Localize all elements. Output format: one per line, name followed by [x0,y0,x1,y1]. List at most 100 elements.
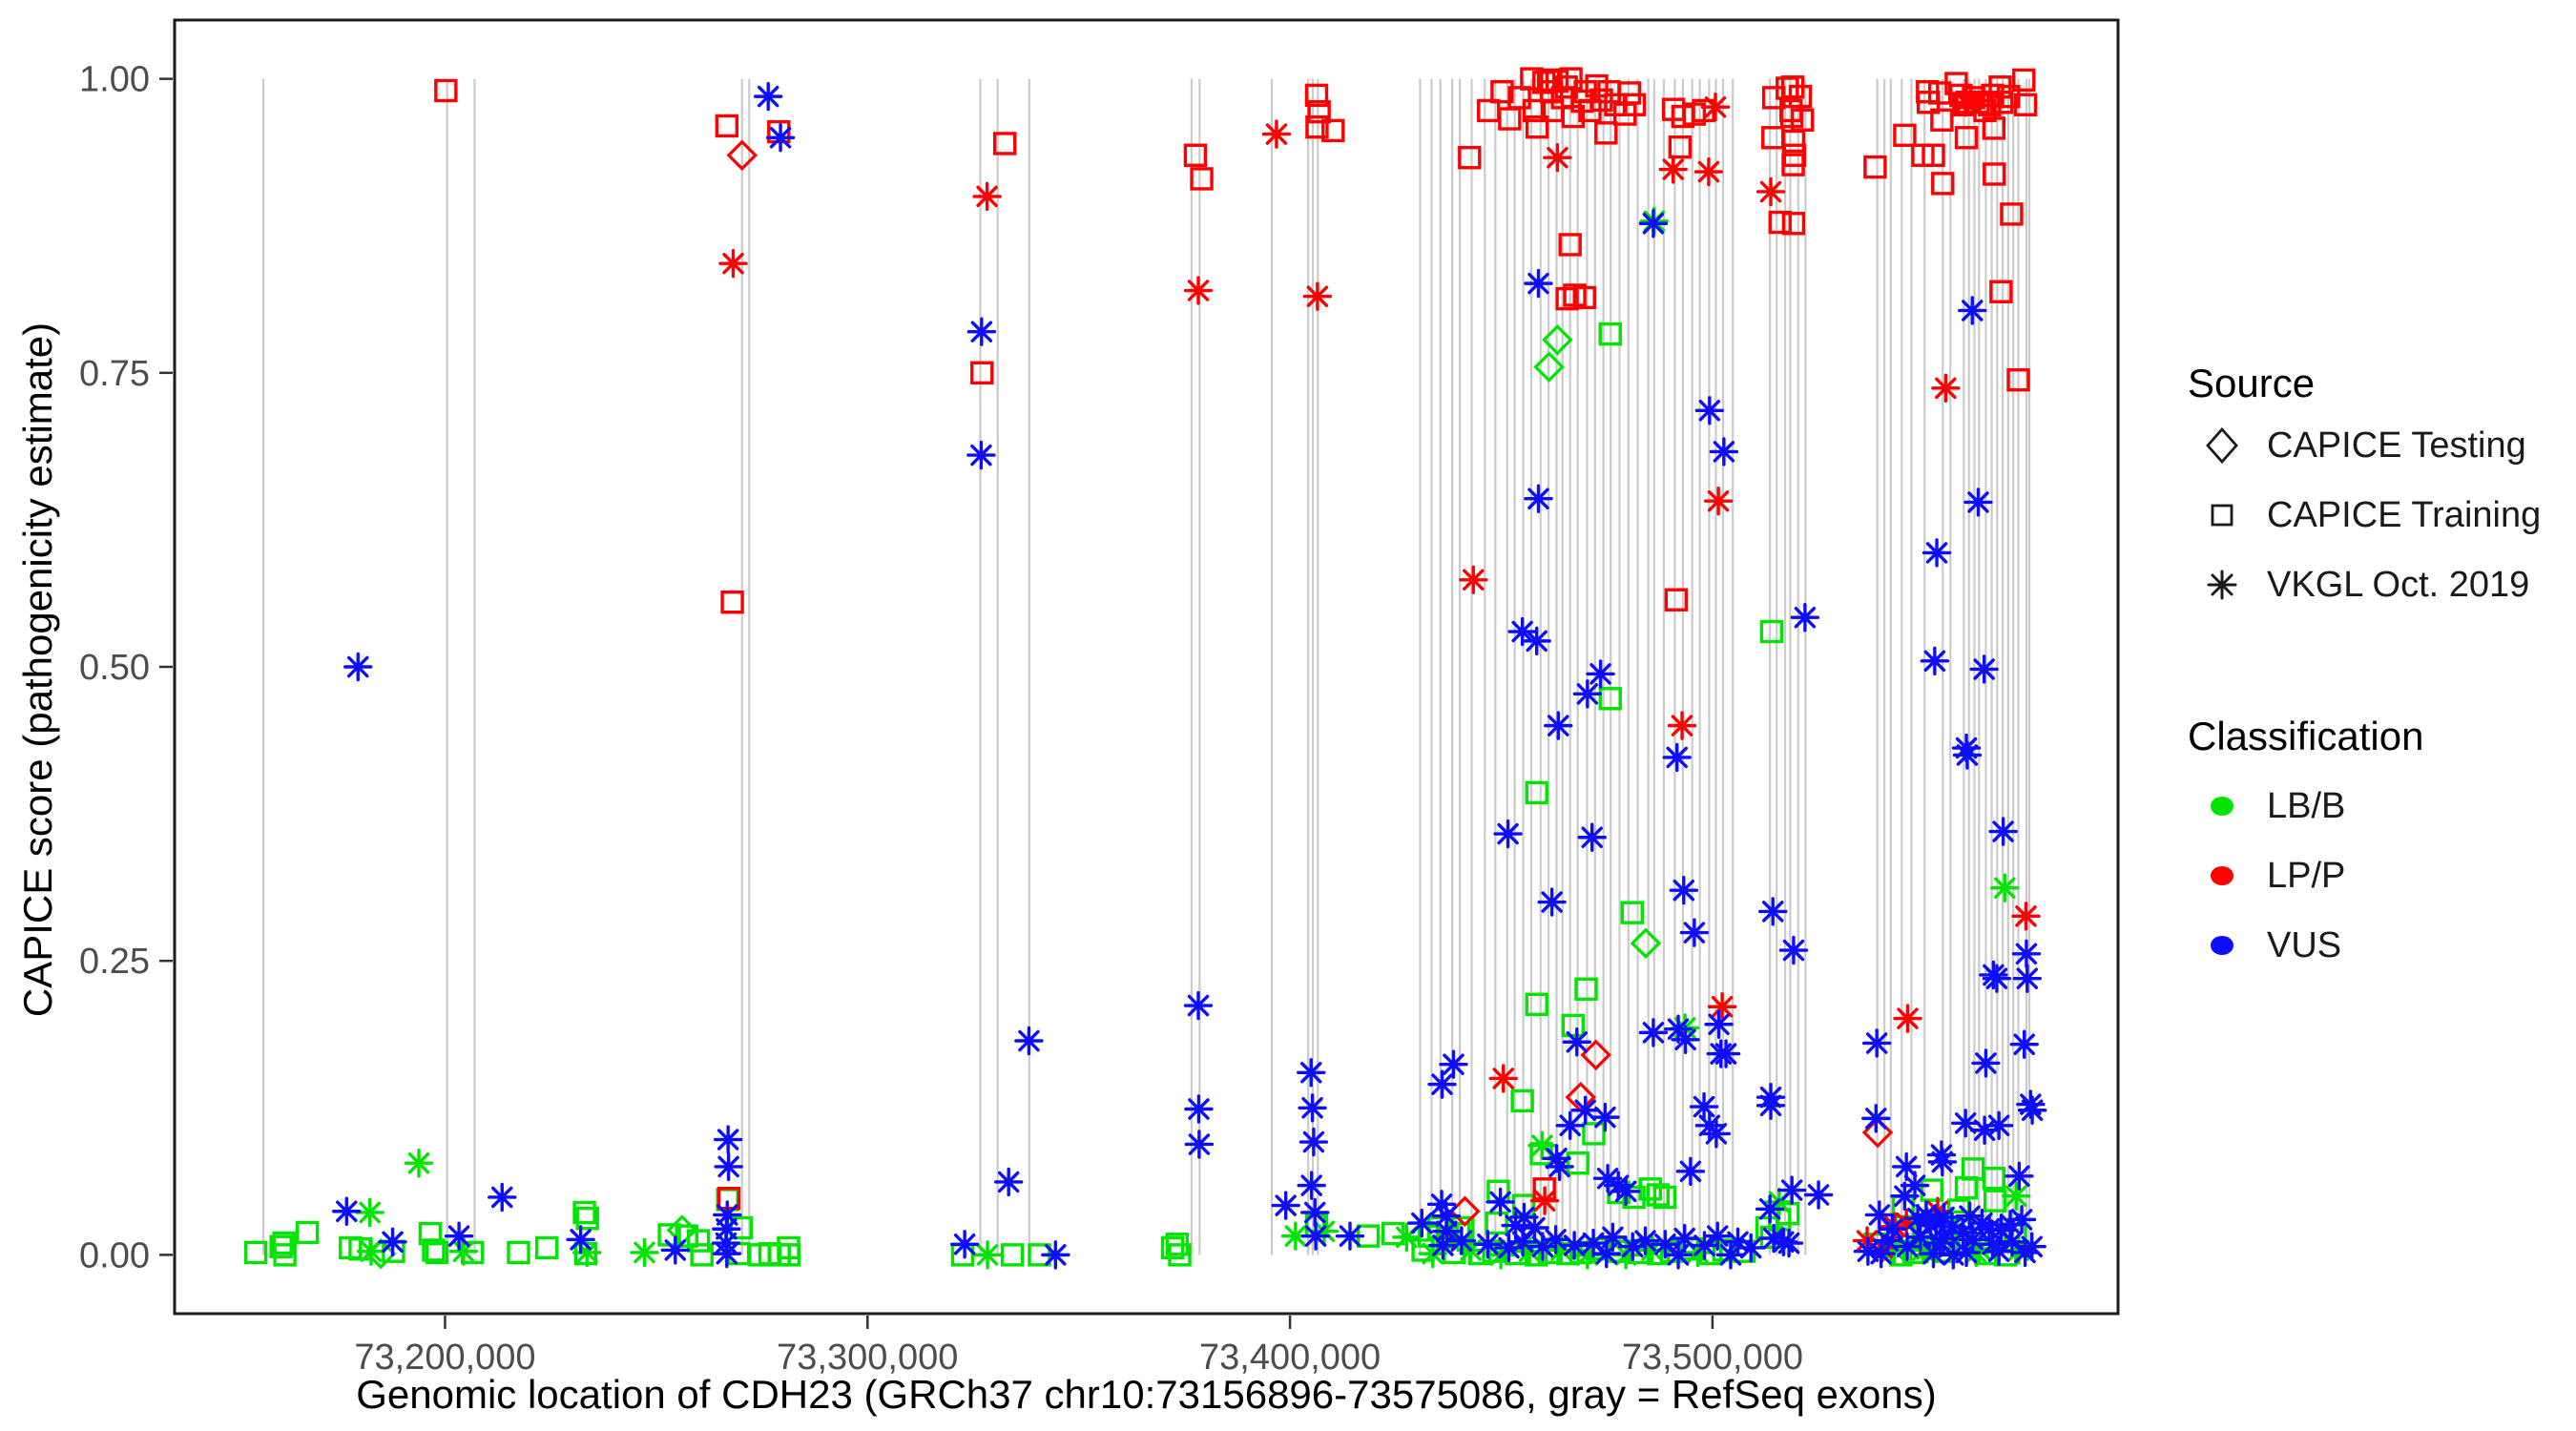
data-point-asterisk [1790,603,1820,633]
data-point-asterisk [1493,819,1523,849]
data-point-asterisk [1592,1164,1623,1193]
data-point-asterisk [1755,176,1786,207]
data-point-square [1507,86,1531,110]
data-point-asterisk [1880,1235,1909,1265]
data-point-asterisk [1931,373,1961,404]
data-point-asterisk [1667,711,1697,740]
legend-source-title: Source [2188,361,2316,405]
data-point-square [1620,901,1644,924]
data-point-asterisk [1701,1119,1732,1149]
data-point-asterisk [1919,1238,1948,1269]
data-point-asterisk [1577,822,1607,852]
lpp-dot-icon [2211,866,2233,885]
data-point-square [1458,146,1482,170]
data-point-asterisk [2009,1029,2039,1059]
data-point-diamond [1630,927,1662,959]
data-point-square [1525,992,1548,1016]
y-tick-label: 0.25 [79,942,150,982]
data-point-square [777,1243,801,1267]
data-point-asterisk [1522,626,1551,656]
data-point-square [2006,368,2030,392]
data-point-asterisk [1893,1004,1922,1033]
data-point-asterisk [1890,1181,1920,1211]
data-point-asterisk [1459,565,1488,594]
data-point-asterisk [1937,1212,1967,1241]
asterisk-icon [2207,570,2237,600]
y-tick-label: 0.75 [79,354,150,394]
data-point-asterisk [1758,1223,1789,1254]
data-point-asterisk [2006,1205,2037,1234]
data-point-asterisk [1651,1230,1680,1259]
data-point-asterisk [1908,1235,1938,1265]
data-point-square [1761,126,1785,150]
data-point-asterisk [1663,1240,1693,1270]
data-point-square [1638,1177,1663,1201]
data-point-asterisk [1778,935,1809,965]
y-tick-label: 0.00 [79,1235,150,1275]
data-point-square [1490,79,1514,104]
data-point-square [992,132,1017,156]
data-point-asterisk [1309,1216,1340,1246]
legend-item-label: LB/B [2267,785,2346,826]
data-point-asterisk [1951,1237,1982,1268]
data-point-square [1525,780,1548,805]
data-point-asterisk [1671,1025,1700,1054]
diamond-icon [2206,426,2238,465]
data-point-asterisk [332,1196,362,1226]
data-point-asterisk [2012,964,2043,993]
data-point-asterisk [1572,679,1603,709]
data-point-asterisk [1715,1240,1746,1270]
data-point-asterisk [1755,1090,1786,1121]
data-point-asterisk [1570,1095,1600,1125]
data-point-asterisk [1866,1238,1896,1269]
data-point-square [1989,280,2013,303]
data-point-asterisk [1658,155,1688,184]
data-point-square [970,361,994,385]
data-point-asterisk [1300,1197,1330,1228]
y-tick-label: 1.00 [79,60,150,100]
data-point-square [434,78,458,103]
square-icon [2211,504,2233,527]
data-point-asterisk [1982,964,2012,993]
data-point-asterisk [1543,143,1572,173]
data-point-asterisk [1527,1130,1557,1160]
data-point-square [1305,114,1329,139]
data-point-square [1598,321,1622,346]
data-point-square [2000,202,2024,226]
legend-item-label: CAPICE Testing [2267,425,2526,466]
data-point-asterisk [343,652,373,682]
data-point-square [1321,118,1345,143]
data-point-square [767,119,791,144]
data-point-square [272,1231,296,1255]
data-point-square [273,1243,297,1267]
data-point-asterisk [993,1167,1024,1197]
data-point-asterisk [1892,1232,1922,1261]
data-point-asterisk [630,1237,659,1268]
vus-dot-icon [2211,936,2233,955]
data-point-asterisk [1662,742,1692,773]
data-point-asterisk [1990,873,2020,902]
data-point-asterisk [1298,1093,1327,1123]
data-point-asterisk [1041,1240,1070,1270]
data-point-asterisk [1758,897,1788,926]
data-point-asterisk [1184,1130,1215,1159]
legend-item-lpp: LP/P [2194,847,2345,904]
data-point-square [534,1235,559,1260]
data-point-diamond [364,1237,397,1270]
data-point-asterisk [1774,1228,1804,1258]
data-point-asterisk [1514,1236,1545,1266]
data-point-asterisk [1948,1217,1978,1248]
data-point-asterisk [1704,1009,1734,1039]
data-point-asterisk [1920,646,1950,676]
data-point-square [243,1240,268,1265]
data-point-asterisk [1891,1151,1922,1182]
data-point-asterisk [1431,1201,1462,1231]
data-point-asterisk [1578,1228,1609,1258]
data-point-square [1381,1221,1405,1246]
data-point-square [2012,68,2036,93]
data-point-asterisk [1861,1104,1891,1133]
data-point-square [1522,98,1547,123]
data-point-square [1589,88,1613,113]
legend-item-capice-testing: CAPICE Testing [2194,417,2526,474]
